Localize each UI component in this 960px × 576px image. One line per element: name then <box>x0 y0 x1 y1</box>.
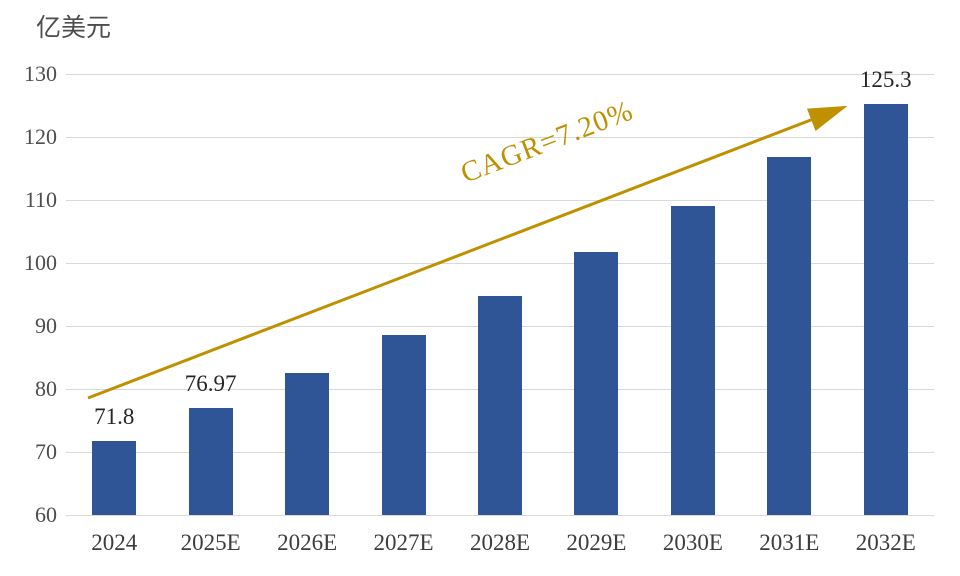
x-tick-label: 2027E <box>373 530 434 555</box>
data-label-2024: 71.8 <box>94 403 135 429</box>
bar-2032E <box>863 103 908 515</box>
y-tick-label: 90 <box>35 313 57 338</box>
gridline <box>66 515 934 516</box>
x-tick-label: 2029E <box>566 530 627 555</box>
y-tick-label: 120 <box>24 124 57 149</box>
x-tick-label: 2032E <box>855 530 916 555</box>
y-tick-label: 80 <box>35 376 57 401</box>
data-label-2032E: 125.3 <box>859 66 912 92</box>
bar-2026E <box>285 373 330 515</box>
y-tick-label: 100 <box>24 250 57 275</box>
y-tick-label: 130 <box>24 61 57 86</box>
y-axis-unit-label: 亿美元 <box>36 15 112 42</box>
gridline <box>66 137 934 138</box>
x-tick-label: 2030E <box>662 530 723 555</box>
y-tick-label: 60 <box>35 502 57 527</box>
bar-2030E <box>670 206 715 515</box>
y-tick-label: 70 <box>35 439 57 464</box>
x-tick-label: 2025E <box>180 530 241 555</box>
x-tick-label: 2026E <box>277 530 338 555</box>
bar-2031E <box>767 157 812 515</box>
bar-2028E <box>478 295 522 515</box>
data-label-2025E: 76.97 <box>184 371 237 397</box>
cagr-annotation: CAGR=7.20% <box>456 94 638 190</box>
gridline <box>66 74 934 75</box>
bar-2024 <box>92 440 137 515</box>
x-tick-label: 2028E <box>469 530 531 555</box>
bar-2029E <box>574 252 619 515</box>
bar-2027E <box>381 335 426 515</box>
x-tick-label: 2031E <box>759 530 820 555</box>
bar-2025E <box>188 408 233 515</box>
y-tick-label: 110 <box>24 187 57 212</box>
x-tick-label: 2024 <box>91 530 138 555</box>
